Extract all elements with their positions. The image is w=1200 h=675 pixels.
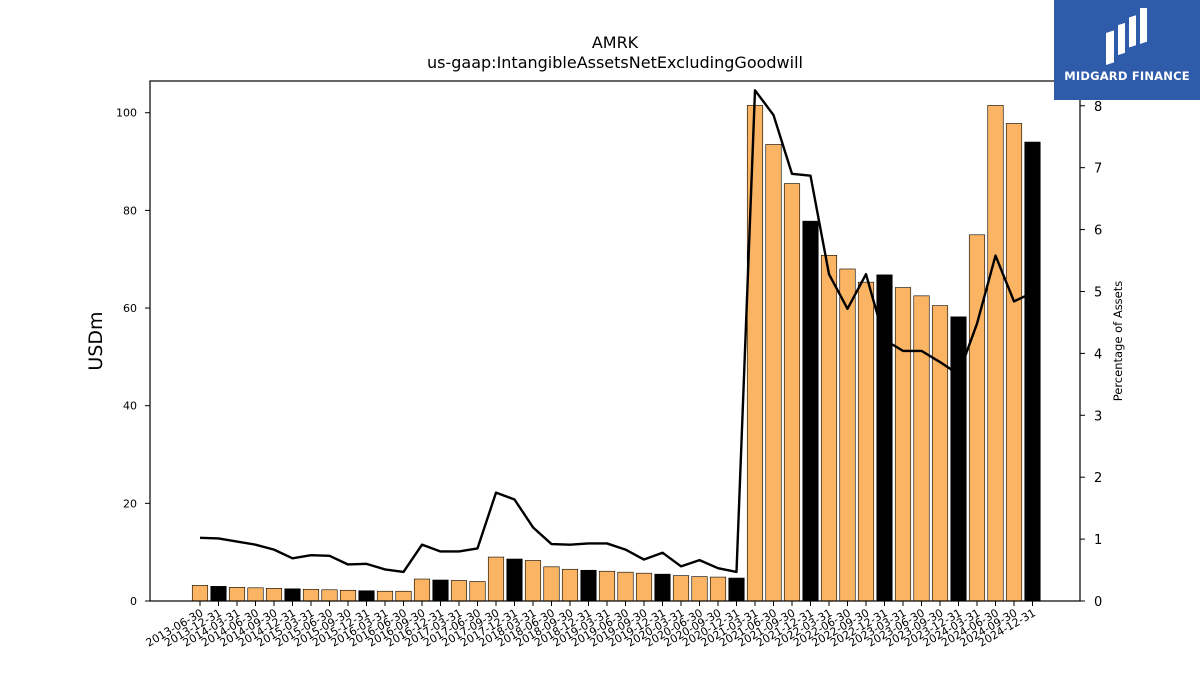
bar-2017-09-30 <box>487 556 505 602</box>
y-tick-label: 100 <box>116 107 137 120</box>
bar-2014-03-31 <box>228 587 246 602</box>
bar-2019-03-31 <box>598 570 616 602</box>
brand-name: MIDGARD FINANCE <box>1064 69 1190 83</box>
bar-2021-09-30 <box>783 183 801 602</box>
bar-2020-12-31 <box>728 577 745 602</box>
bar-2017-12-31 <box>506 558 523 602</box>
bar-2014-06-30 <box>247 587 264 602</box>
bar-2021-03-31 <box>746 105 764 602</box>
y2-tick-label: 3 <box>1094 409 1102 424</box>
y2-tick-label: 6 <box>1094 224 1102 239</box>
midgard-mh-logo-icon <box>1106 8 1147 66</box>
line-series <box>199 89 1034 574</box>
bar-2023-06-30 <box>913 295 930 602</box>
bar-2021-12-31 <box>802 220 819 602</box>
bar-2019-06-30 <box>617 571 634 602</box>
bar-2024-03-31 <box>968 234 986 602</box>
y2-tick-label: 0 <box>1094 595 1102 610</box>
y-tick-label: 60 <box>123 302 137 315</box>
bar-2015-03-31 <box>302 588 320 602</box>
bar-2015-06-30 <box>321 589 338 602</box>
bar-2017-03-31 <box>450 580 468 602</box>
y2-tick-label: 5 <box>1094 285 1102 300</box>
y2-tick-label: 2 <box>1094 471 1102 486</box>
bar-2022-06-30 <box>839 268 856 602</box>
bar-2013-12-31 <box>210 586 227 602</box>
bar-2020-09-30 <box>709 576 727 602</box>
bar-2019-12-31 <box>654 573 671 602</box>
bar-2022-09-30 <box>857 281 875 602</box>
y-tick-label: 80 <box>123 204 137 217</box>
bar-2020-03-31 <box>672 575 690 602</box>
bar-2015-12-31 <box>358 590 375 602</box>
bar-2023-09-30 <box>931 305 949 602</box>
percentage-line <box>199 89 1034 574</box>
y2-tick-label: 4 <box>1094 347 1102 362</box>
bar-series <box>191 105 1041 602</box>
chart-subtitle: us-gaap:IntangibleAssetsNetExcludingGood… <box>427 53 803 72</box>
bar-2017-06-30 <box>469 581 486 602</box>
bar-2023-03-31 <box>894 287 912 602</box>
bar-2016-03-31 <box>376 590 394 602</box>
bar-2018-03-31 <box>524 560 542 602</box>
y-tick-label: 20 <box>123 497 137 510</box>
bar-2014-09-30 <box>265 588 283 602</box>
bar-2020-06-30 <box>691 576 708 602</box>
bar-2014-12-31 <box>284 588 301 602</box>
y2-tick-label: 8 <box>1094 100 1102 115</box>
plot-frame <box>149 80 1081 602</box>
y2-tick-label: 7 <box>1094 162 1102 177</box>
bar-2024-06-30 <box>987 105 1004 602</box>
chart-title: AMRK <box>592 33 639 52</box>
y-axis: 0 20 40 60 80 100 <box>116 107 150 608</box>
bar-2016-06-30 <box>395 590 412 602</box>
bar-2016-12-31 <box>432 579 449 602</box>
y-tick-label: 40 <box>123 400 137 413</box>
bar-2018-06-30 <box>543 566 560 602</box>
bar-2021-06-30 <box>765 144 782 602</box>
bar-2022-03-31 <box>820 255 838 602</box>
x-axis: 2013-06-302013-12-312014-03-312014-06-30… <box>144 601 1038 650</box>
bar-2013-06-30 <box>191 585 209 602</box>
y2-axis-label: Percentage of Assets <box>1111 281 1125 402</box>
bar-2018-09-30 <box>561 568 579 602</box>
bar-2024-09-30 <box>1005 123 1023 602</box>
bar-2024-12-31 <box>1024 141 1041 602</box>
y2-tick-label: 1 <box>1094 533 1102 548</box>
y-tick-label: 0 <box>130 595 137 608</box>
bar-2016-09-30 <box>413 578 431 602</box>
bar-2018-12-31 <box>580 569 597 602</box>
bar-2019-09-30 <box>635 572 653 602</box>
brand-logo: MIDGARD FINANCE <box>1054 0 1200 100</box>
y2-axis: 0 1 2 3 4 5 6 7 8 <box>1080 100 1102 610</box>
bar-2015-09-30 <box>339 589 357 602</box>
y-axis-label: USDm <box>85 311 107 370</box>
